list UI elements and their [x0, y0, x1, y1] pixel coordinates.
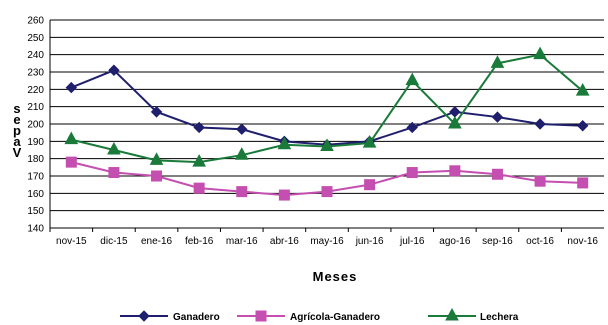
- data-point-triangle: [405, 72, 420, 86]
- y-axis-label-char: a: [13, 134, 21, 149]
- data-point-square: [364, 179, 376, 191]
- x-tick-label: oct-16: [526, 236, 554, 247]
- data-point-triangle: [533, 46, 547, 60]
- data-point-triangle: [575, 83, 590, 96]
- data-point-diamond: [65, 81, 78, 94]
- x-tick-label: ene-16: [141, 236, 173, 247]
- x-tick-label: sep-16: [482, 236, 513, 247]
- y-tick-label: 250: [27, 33, 44, 44]
- y-tick-label: 150: [27, 206, 44, 217]
- data-point-triangle: [362, 135, 377, 148]
- legend-label: Agrícola-Ganadero: [290, 312, 380, 323]
- x-tick-label: may-16: [310, 236, 344, 247]
- series-group: [64, 46, 590, 201]
- legend-item-2: Agrícola-Ganadero: [237, 310, 380, 323]
- y-axis-label-char: s: [13, 101, 20, 116]
- y-tick-label: 220: [27, 85, 44, 96]
- y-tick-label: 180: [27, 154, 44, 165]
- data-point-triangle: [107, 141, 121, 155]
- data-point-square: [193, 182, 205, 194]
- data-point-diamond: [406, 121, 418, 134]
- data-point-triangle: [320, 138, 334, 152]
- x-tick-label: ago-16: [439, 236, 471, 247]
- data-point-square: [321, 186, 333, 198]
- data-point-square: [449, 165, 461, 177]
- data-point-square: [236, 186, 248, 198]
- x-tick-label: nov-16: [567, 236, 598, 247]
- series-line: [70, 69, 583, 146]
- y-tick-label: 200: [27, 120, 44, 131]
- legend-item-1: Ganadero: [120, 310, 220, 323]
- data-point-square: [406, 167, 418, 179]
- x-tick-label: dic-15: [100, 236, 128, 247]
- series-1: [65, 64, 589, 151]
- data-point-triangle: [64, 131, 79, 145]
- x-tick-label: feb-16: [185, 236, 214, 247]
- y-tick-label: 170: [27, 172, 44, 183]
- data-point-diamond: [576, 120, 589, 132]
- y-axis-label-char: V: [13, 145, 22, 160]
- data-point-diamond: [491, 111, 504, 123]
- data-point-square: [108, 167, 120, 179]
- data-point-square: [151, 170, 163, 182]
- y-axis-ticks: 140 150 160 170 180 190 200 210 220 230 240 250 260: [27, 16, 44, 235]
- x-tick-label: mar-16: [226, 236, 258, 247]
- data-point-square: [534, 175, 546, 187]
- y-tick-label: 230: [27, 68, 44, 79]
- x-tick-label: jun-16: [355, 236, 384, 247]
- y-axis-label-char: p: [13, 123, 21, 138]
- data-point-diamond: [150, 106, 163, 118]
- data-point-square: [491, 168, 503, 180]
- legend: Ganadero Agrícola-Ganadero Lechera: [120, 307, 519, 323]
- data-point-triangle: [234, 147, 249, 160]
- series-2: [65, 156, 589, 201]
- data-point-square: [255, 310, 267, 322]
- data-point-triangle: [448, 115, 462, 129]
- data-point-triangle: [445, 307, 459, 321]
- data-point-triangle: [277, 136, 292, 150]
- x-axis-ticks: nov-15 dic-15 ene-16 feb-16 mar-16 abr-16 may-…: [49, 228, 598, 247]
- y-tick-label: 210: [27, 102, 44, 113]
- data-point-triangle: [490, 55, 505, 68]
- data-point-square: [577, 177, 589, 189]
- y-tick-label: 190: [27, 137, 44, 148]
- x-tick-label: nov-15: [56, 236, 87, 247]
- y-tick-label: 240: [27, 50, 44, 61]
- data-point-diamond: [449, 106, 461, 118]
- data-point-diamond: [138, 310, 150, 322]
- data-point-diamond: [236, 123, 248, 135]
- data-point-square: [278, 189, 290, 201]
- y-tick-label: 260: [27, 16, 44, 27]
- legend-label: Lechera: [480, 312, 519, 323]
- series-3: [64, 46, 590, 167]
- data-point-square: [65, 156, 77, 168]
- x-tick-label: jul-16: [399, 236, 425, 247]
- data-point-diamond: [108, 64, 120, 76]
- data-point-diamond: [193, 121, 205, 134]
- x-tick-label: abr-16: [270, 236, 299, 247]
- legend-item-3: Lechera: [428, 307, 519, 323]
- data-point-triangle: [192, 154, 206, 167]
- y-tick-label: 160: [27, 189, 44, 200]
- data-point-triangle: [149, 152, 164, 165]
- x-axis-label: Meses: [313, 269, 358, 284]
- legend-label: Ganadero: [173, 312, 220, 323]
- y-axis-label-char: e: [13, 112, 20, 127]
- y-tick-label: 140: [27, 224, 44, 235]
- data-point-diamond: [534, 118, 546, 130]
